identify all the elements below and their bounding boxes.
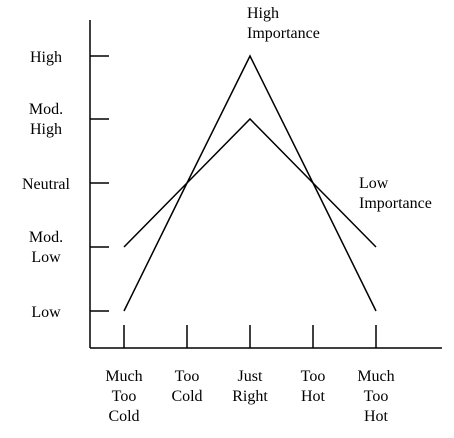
x-tick-label: Much Too Hot [357,368,394,425]
y-tick-label: Mod. High [29,101,63,138]
y-tick-label: Low [31,304,61,321]
series-line [123,117,377,248]
x-tick-label: Too Cold [171,368,202,405]
x-tick-label: Too Hot [301,368,326,405]
x-tick-label: Much Too Cold [105,368,142,425]
y-tick-label: Mod. Low [29,229,63,266]
series-labels: High Importance Low Importance [247,5,432,212]
y-tick-label: Neutral [22,176,71,193]
series-label: High Importance [247,5,320,42]
y-ticks: Low Mod. Low Neutral Mod. High High [22,49,109,321]
x-tick-label: Just Right [232,368,268,405]
series-lines [123,54,377,312]
series-line [123,54,377,312]
y-tick-label: High [30,49,62,66]
x-ticks: Much Too Cold Too Cold Just Right Too Hot Much Too… [105,325,395,425]
axes [89,20,442,349]
series-label: Low Importance [359,175,432,212]
